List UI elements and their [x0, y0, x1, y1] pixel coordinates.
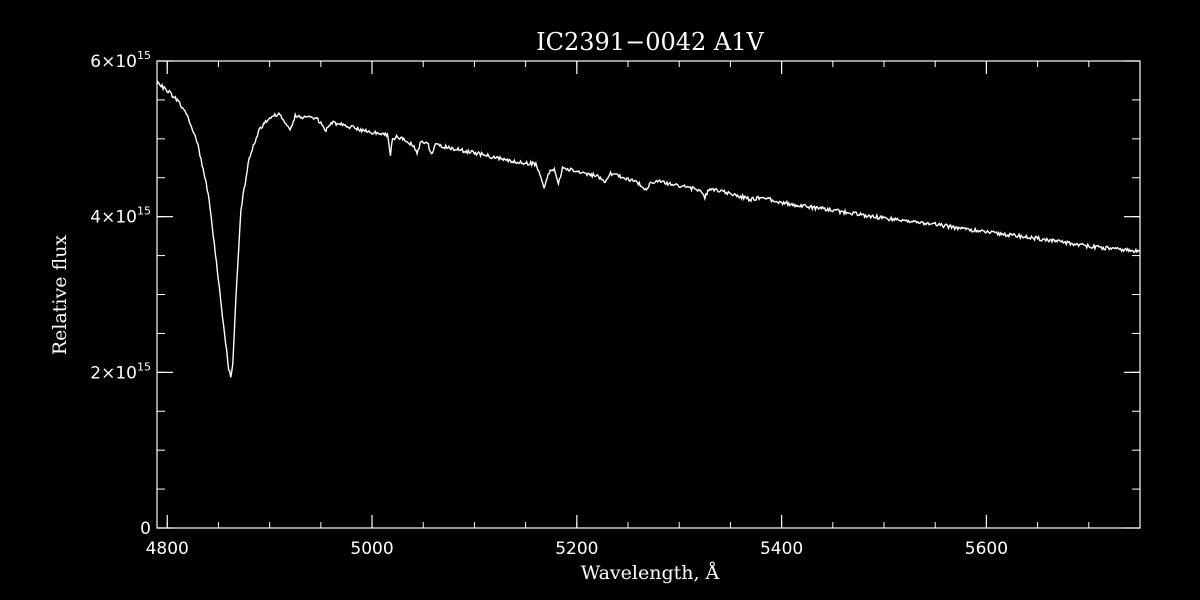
x-tick-label: 5000 — [350, 539, 393, 559]
y-axis-label: Relative flux — [49, 235, 71, 356]
x-axis-ticks: 4800 5000 5200 5400 5600 — [146, 61, 1008, 559]
x-tick-label: 5400 — [760, 539, 803, 559]
y-axis-ticks: 0 2×1015 4×1015 6×1015 — [90, 49, 1140, 539]
series-layer — [156, 80, 1141, 378]
spectrum-line — [156, 80, 1141, 378]
x-tick-label: 4800 — [146, 539, 189, 559]
plot-border — [156, 60, 1141, 529]
plot-frame — [156, 60, 1141, 529]
x-axis-label: Wavelength, Å — [581, 562, 720, 584]
chart-title: IC2391−0042 A1V — [536, 28, 764, 56]
minor-ticks — [157, 60, 1141, 529]
y-tick-label: 4×1015 — [90, 205, 151, 228]
x-tick-label: 5200 — [555, 539, 598, 559]
y-tick-label: 6×1015 — [90, 49, 151, 72]
y-tick-label: 0 — [140, 519, 151, 539]
y-tick-label: 2×1015 — [90, 360, 151, 383]
x-tick-label: 5600 — [965, 539, 1008, 559]
